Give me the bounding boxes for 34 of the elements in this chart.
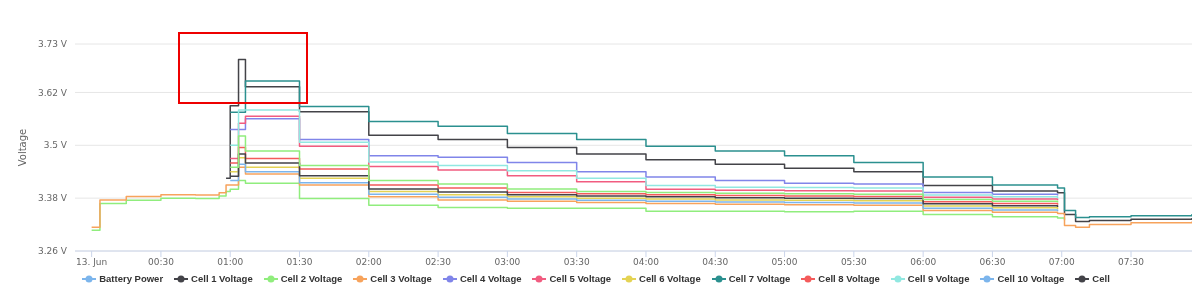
legend-label: Battery Power xyxy=(98,273,164,284)
x-tick-label: 02:30 xyxy=(425,257,452,268)
y-tick-label: 3.5 V xyxy=(43,140,68,151)
legend-label: Cell xyxy=(1091,273,1110,284)
x-tick-label: 02:00 xyxy=(355,257,383,268)
legend-label: Cell 2 Voltage xyxy=(279,273,343,284)
x-tick-label: 03:00 xyxy=(494,257,521,268)
legend-label: Cell 4 Voltage xyxy=(458,273,522,284)
legend-label: Cell 5 Voltage xyxy=(548,273,612,284)
y-tick-label: 3.38 V xyxy=(37,193,68,204)
x-tick-label: 06:30 xyxy=(979,257,1006,268)
x-tick-label: 06:00 xyxy=(910,257,937,268)
x-tick-label: 03:30 xyxy=(563,257,590,268)
x-tick-label: 04:30 xyxy=(702,257,729,268)
x-tick-label: 07:00 xyxy=(1048,257,1075,268)
x-tick-label: 00:30 xyxy=(147,257,175,268)
legend-label: Cell 7 Voltage xyxy=(727,273,791,284)
legend-label: Cell 10 Voltage xyxy=(996,273,1065,284)
legend-label: Cell 3 Voltage xyxy=(369,273,432,284)
y-tick-label: 3.26 V xyxy=(37,246,68,257)
legend-label: Cell 9 Voltage xyxy=(906,273,970,284)
y-axis-title: Voltage xyxy=(16,128,28,167)
legend-label: Cell 1 Voltage xyxy=(190,273,253,284)
x-tick-label: 05:30 xyxy=(840,257,868,268)
legend-label: Cell 8 Voltage xyxy=(817,273,880,284)
x-tick-label: 01:00 xyxy=(217,257,244,268)
y-tick-label: 3.62 V xyxy=(37,87,68,98)
legend-label: Cell 6 Voltage xyxy=(638,273,701,284)
x-tick-label: 07:30 xyxy=(1118,257,1145,268)
x-tick-label: 13. Jun xyxy=(76,257,108,268)
x-tick-label: 05:00 xyxy=(771,257,798,268)
y-tick-label: 3.73 V xyxy=(37,39,68,50)
x-tick-label: 04:00 xyxy=(633,257,660,268)
x-tick-label: 01:30 xyxy=(286,257,313,268)
